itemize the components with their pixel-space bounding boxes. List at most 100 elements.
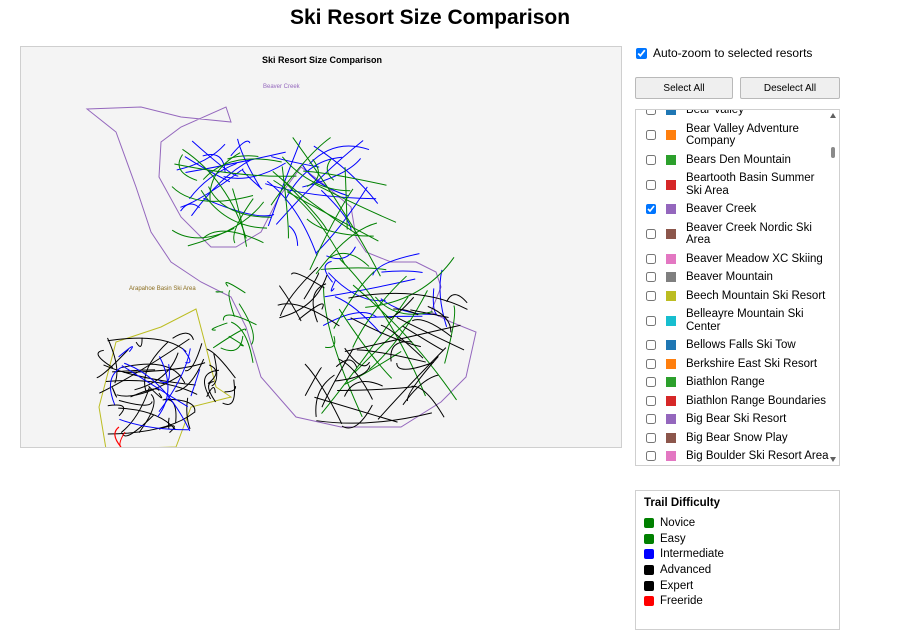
resort-list-item[interactable]: Biathlon Range: [636, 373, 829, 392]
trail-line: [169, 418, 170, 429]
resort-name: Berkshire East Ski Resort: [686, 358, 817, 371]
map-title: Ski Resort Size Comparison: [21, 55, 622, 65]
resort-color-swatch: [666, 340, 676, 350]
resort-name: Belleayre Mountain Ski Center: [686, 308, 829, 333]
select-all-button[interactable]: Select All: [635, 77, 733, 99]
trail-line: [445, 306, 455, 364]
resort-list[interactable]: Bear Valley Bear Valley Adventure Company…: [635, 109, 840, 466]
resort-list-item[interactable]: Bear Valley Adventure Company: [636, 120, 829, 151]
map-canvas[interactable]: [21, 47, 622, 448]
resort-list-item[interactable]: Big Bear Ski Resort: [636, 410, 829, 429]
resort-checkbox[interactable]: [646, 316, 656, 326]
autozoom-checkbox[interactable]: [636, 48, 647, 59]
trail-line: [224, 386, 235, 392]
resort-list-items: Bear Valley Bear Valley Adventure Company…: [636, 110, 829, 465]
legend-item: Easy: [644, 531, 831, 547]
resort-list-viewport: Bear Valley Bear Valley Adventure Company…: [636, 110, 829, 465]
legend-swatch: [644, 596, 654, 606]
resort-checkbox[interactable]: [646, 291, 656, 301]
resort-name: Beaver Creek Nordic Ski Area: [686, 222, 829, 247]
legend-item: Advanced: [644, 562, 831, 578]
resort-checkbox[interactable]: [646, 229, 656, 239]
trail-line: [314, 397, 397, 422]
resort-checkbox[interactable]: [646, 130, 656, 140]
resort-name: Beaver Meadow XC Skiing: [686, 253, 823, 266]
resort-checkbox[interactable]: [646, 180, 656, 190]
legend-swatch: [644, 534, 654, 544]
resort-color-swatch: [666, 180, 676, 190]
trail-line: [407, 356, 438, 401]
trail-line: [314, 184, 396, 222]
trail-line: [229, 336, 244, 346]
trail-line: [172, 228, 234, 238]
trail-line: [305, 364, 342, 424]
resort-list-item[interactable]: Bellows Falls Ski Tow: [636, 336, 829, 355]
resort-checkbox[interactable]: [646, 396, 656, 406]
legend-swatch: [644, 581, 654, 591]
trail-line: [108, 338, 187, 351]
resort-checkbox[interactable]: [646, 377, 656, 387]
resort-list-item[interactable]: Big Bear Snow Play: [636, 429, 829, 448]
resort-list-item[interactable]: Big Boulder Ski Resort Area: [636, 447, 829, 465]
autozoom-toggle[interactable]: Auto-zoom to selected resorts: [636, 46, 812, 60]
resort-name: Biathlon Range Boundaries: [686, 395, 826, 408]
trail-line: [112, 388, 116, 398]
resort-checkbox[interactable]: [646, 272, 656, 282]
resort-list-item[interactable]: Beech Mountain Ski Resort: [636, 287, 829, 306]
legend-label: Expert: [660, 580, 693, 592]
resort-color-swatch: [666, 204, 676, 214]
resort-name: Biathlon Range: [686, 376, 765, 389]
resort-color-swatch: [666, 396, 676, 406]
trail-line: [98, 350, 113, 367]
resort-checkbox[interactable]: [646, 359, 656, 369]
resort-list-item[interactable]: Beaver Mountain: [636, 268, 829, 287]
scroll-down-icon[interactable]: [830, 457, 836, 462]
map-panel[interactable]: Ski Resort Size Comparison Beaver Creek …: [20, 46, 622, 448]
trail-line: [212, 323, 227, 330]
legend-label: Advanced: [660, 564, 711, 576]
resort-checkbox[interactable]: [646, 204, 656, 214]
trail-line: [191, 369, 200, 396]
trail-line: [188, 202, 264, 246]
resort-list-item[interactable]: Beartooth Basin Summer Ski Area: [636, 169, 829, 200]
resort-list-item[interactable]: Beaver Meadow XC Skiing: [636, 250, 829, 269]
trail-line: [223, 315, 256, 325]
resort-checkbox[interactable]: [646, 433, 656, 443]
resort-list-item[interactable]: Biathlon Range Boundaries: [636, 392, 829, 411]
trail-line: [238, 139, 261, 188]
legend-title: Trail Difficulty: [644, 497, 831, 509]
resort-list-item[interactable]: Bears Den Mountain: [636, 151, 829, 170]
resort-list-item[interactable]: Belleayre Mountain Ski Center: [636, 305, 829, 336]
resort-list-scrollbar[interactable]: [828, 110, 839, 465]
map-label-beaver-creek: Beaver Creek: [263, 84, 300, 90]
legend-label: Freeride: [660, 595, 703, 607]
trail-line: [231, 322, 253, 363]
scroll-up-icon[interactable]: [830, 113, 836, 118]
resort-name: Bear Valley Adventure Company: [686, 123, 829, 148]
trail-line: [325, 261, 333, 282]
resort-color-swatch: [666, 451, 676, 461]
trail-line: [378, 348, 446, 420]
resort-checkbox[interactable]: [646, 254, 656, 264]
resort-checkbox[interactable]: [646, 110, 656, 115]
resort-list-item[interactable]: Berkshire East Ski Resort: [636, 355, 829, 374]
resort-list-item[interactable]: Bear Valley: [636, 110, 829, 120]
resort-list-item[interactable]: Beaver Creek Nordic Ski Area: [636, 219, 829, 250]
trail-line: [373, 254, 420, 276]
trail-line: [267, 181, 317, 256]
trail-line: [342, 405, 372, 428]
resort-checkbox[interactable]: [646, 155, 656, 165]
scroll-thumb[interactable]: [831, 147, 835, 158]
resort-checkbox[interactable]: [646, 414, 656, 424]
resort-list-item[interactable]: Beaver Creek: [636, 200, 829, 219]
trail-line: [136, 338, 142, 347]
trail-line: [289, 226, 298, 246]
resort-color-swatch: [666, 254, 676, 264]
trail-line: [159, 348, 190, 411]
resort-color-swatch: [666, 130, 676, 140]
deselect-all-button[interactable]: Deselect All: [740, 77, 840, 99]
resort-checkbox[interactable]: [646, 340, 656, 350]
resort-checkbox[interactable]: [646, 451, 656, 461]
